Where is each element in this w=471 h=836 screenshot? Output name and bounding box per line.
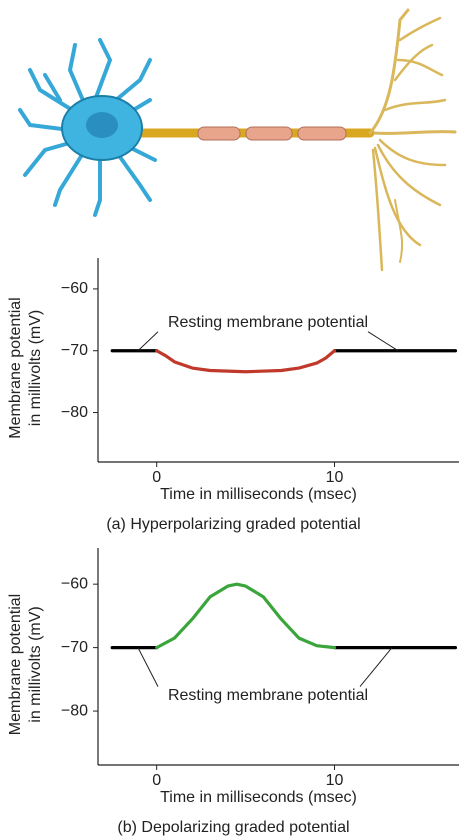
annotation-leader [137,331,159,352]
y-axis-label: in millivolts (mV) [27,606,44,722]
y-axis-label: Membrane potential [7,594,24,735]
annotation: Resting membrane potential [168,687,368,704]
annotation-leader [137,647,159,687]
y-axis-label: Membrane potential [7,297,24,438]
x-axis-label: Time in milliseconds (msec) [160,789,357,806]
y-tick-label: −60 [61,575,88,592]
y-axis-label: in millivolts (mV) [27,310,44,426]
annotation-leader [367,331,399,352]
y-tick-label: −70 [61,639,88,656]
caption: (a) Hyperpolarizing graded potential [106,516,360,533]
series-line [155,349,337,374]
x-tick-label: 10 [326,469,344,486]
x-axis-label: Time in milliseconds (msec) [160,486,357,503]
neuron-illustration [18,8,457,272]
caption: (b) Depolarizing graded potential [117,819,349,836]
x-tick-label: 10 [326,772,344,789]
annotation: Resting membrane potential [168,314,368,331]
series-line [155,582,337,650]
y-tick-label: −60 [61,280,88,297]
x-tick-label: 0 [152,772,161,789]
y-tick-label: −80 [61,404,88,421]
annotation-leader [359,647,393,687]
y-tick-label: −80 [61,702,88,719]
x-tick-label: 0 [152,469,161,486]
y-tick-label: −70 [61,342,88,359]
